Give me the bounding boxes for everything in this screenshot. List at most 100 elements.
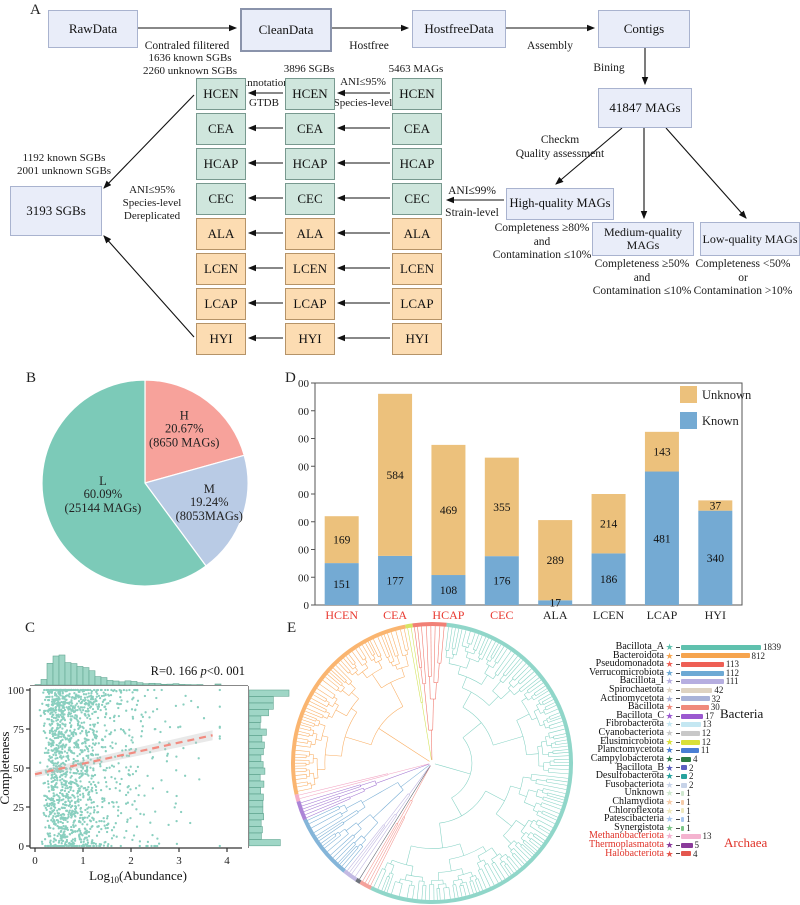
cohort-box-cea-col3: CEA: [392, 113, 442, 145]
phylum-count-bar: [681, 748, 699, 754]
flow-box-3193-sgbs: 3193 SGBs: [10, 186, 102, 236]
bar-category-lcap: LCAP: [647, 608, 678, 620]
abundance-completeness-scatter: 0 25 50 75 100 0 1 2 3 4 R=0. 166 p<0. 001 Log10(Ab…: [0, 654, 290, 885]
phylum-star-icon: ★: [665, 753, 674, 764]
phylum-star-icon: ★: [665, 840, 674, 851]
cohort-box-hyi-col3: HYI: [392, 323, 442, 355]
y-axis-label: Completeness: [0, 732, 12, 805]
strain-level-label: Strain-level: [445, 207, 499, 219]
phylum-count-bar: [681, 662, 724, 668]
svg-text:0: 0: [19, 841, 25, 853]
phylum-star-icon: ★: [665, 676, 674, 687]
phylum-count-bar: [681, 782, 687, 788]
phylum-star-icon: ★: [665, 693, 674, 704]
phylum-row-cyanobacteriota: Cyanobacteriota ★ 12: [598, 727, 711, 739]
phylum-row-bacillota_c: Bacillota_C ★ 17: [616, 709, 714, 721]
bar-category-hcap: HCAP: [432, 608, 464, 620]
phylum-star-icon: ★: [665, 805, 674, 816]
cohort-box-cec-col2: CEC: [285, 183, 335, 215]
svg-text:37: 37: [710, 501, 722, 513]
phylum-count-bar: [681, 808, 685, 814]
criteria-medium: Completeness ≥50% and Contamination ≤10%: [592, 258, 692, 298]
flow-box-medium-quality: Medium-quality MAGs: [592, 222, 694, 256]
cohort-box-cea-col1: CEA: [196, 113, 246, 145]
phylum-star-icon: ★: [665, 702, 674, 713]
phylum-star-icon: ★: [665, 822, 674, 833]
phylum-row-desulfobacterota: Desulfobacterota ★ 2: [595, 770, 694, 782]
phylum-star-icon: ★: [665, 685, 674, 696]
phylum-count-bar: [681, 687, 713, 693]
svg-text:600: 600: [298, 434, 310, 446]
phylum-star-icon: ★: [665, 650, 674, 661]
arrow-label-assembly: Assembly: [527, 40, 573, 52]
arrow-label-filter: Contraled filitered: [144, 40, 230, 52]
pie-label-H: H 20.67% (8650 MAGs): [149, 408, 219, 449]
pie-label-M: M 19.24% (8053MAGs): [176, 482, 243, 523]
quality-pie-chart: H 20.67% (8650 MAGs) M 19.24% (8053MAGs) L 60.0…: [41, 379, 249, 587]
phylum-count-bar: [681, 825, 685, 831]
panel-c-label: C: [25, 620, 36, 636]
svg-text:25: 25: [13, 802, 25, 814]
flow-box-cleandata: CleanData: [240, 8, 332, 52]
bar-category-lcen: LCEN: [593, 608, 625, 620]
cohort-stacked-bar-chart: 0 100 200 300 400 500 600 700 800 151 169 HCEN 177 58…: [298, 378, 752, 620]
phylum-row-fibrobacterota: Fibrobacterota ★ 13: [605, 718, 712, 730]
phylum-star-icon: ★: [665, 719, 674, 730]
flowchart-arrows: [103, 24, 747, 342]
col2-header: 3896 SGBs: [283, 63, 335, 75]
phylum-row-planctomycetota: Planctomycetota ★ 11: [597, 744, 710, 756]
phylum-star-icon: ★: [665, 796, 674, 807]
cohort-box-lcen-col2: LCEN: [285, 253, 335, 285]
phylum-count-bar: [681, 756, 691, 762]
phylum-count-bar: [681, 851, 691, 857]
svg-text:50: 50: [13, 763, 25, 775]
phylum-row-chloroflexota: Chloroflexota ★ 1: [608, 804, 691, 816]
phylum-row-fusobacteriota: Fusobacteriota ★ 2: [605, 778, 694, 790]
cohort-box-lcen-col3: LCEN: [392, 253, 442, 285]
svg-text:0: 0: [32, 855, 38, 867]
svg-text:75: 75: [13, 724, 25, 736]
svg-text:800: 800: [298, 378, 310, 390]
cohort-box-hcen-col2: HCEN: [285, 78, 335, 110]
phylum-row-thermoplasmatota: Thermoplasmatota ★ 5: [589, 839, 699, 851]
svg-text:2: 2: [128, 855, 134, 867]
svg-text:Known: Known: [702, 414, 740, 428]
bacteria-group-label: Bacteria: [720, 706, 764, 721]
cohort-box-hyi-col2: HYI: [285, 323, 335, 355]
svg-text:469: 469: [440, 505, 458, 517]
phylum-count-bar: [681, 713, 703, 719]
criteria-high: Completeness ≥80% and Contamination ≤10%: [492, 222, 592, 262]
pie-label-L: L 60.09% (25144 MAGs): [65, 474, 142, 515]
x-axis-label: Log10(Abundance): [89, 868, 187, 885]
svg-text:214: 214: [600, 519, 618, 531]
svg-text:151: 151: [333, 579, 351, 591]
cohort-box-hyi-col1: HYI: [196, 323, 246, 355]
phylum-star-icon: ★: [665, 667, 674, 678]
cohort-box-hcap-col1: HCAP: [196, 148, 246, 180]
bar-category-cec: CEC: [490, 608, 513, 620]
sgb-header: 1192 known SGBs 2001 unknown SGBs: [16, 152, 112, 177]
phylum-row-patescibacteria: Patescibacteria ★ 1: [604, 813, 691, 825]
cohort-box-hcap-col2: HCAP: [285, 148, 335, 180]
phylum-row-spirochaetota: Spirochaetota ★ 42: [609, 684, 724, 696]
svg-text:340: 340: [707, 553, 725, 565]
phylum-star-icon: ★: [665, 762, 674, 773]
ani95-label: ANI≤95%: [340, 76, 386, 88]
phylum-row-halobacteriota: Halobacteriota ★ 4: [605, 847, 698, 859]
phylum-star-icon: ★: [665, 771, 674, 782]
phylum-star-icon: ★: [665, 728, 674, 739]
flow-box-41847-mags: 41847 MAGs: [598, 88, 692, 128]
cohort-box-lcap-col2: LCAP: [285, 288, 335, 320]
panel-d-label: D: [285, 370, 296, 386]
phylum-row-pseudomonadota: Pseudomonadota ★ 113: [595, 658, 740, 670]
svg-text:143: 143: [653, 447, 671, 459]
phylum-count-bar: [681, 653, 750, 659]
cohort-box-lcap-col1: LCAP: [196, 288, 246, 320]
cohort-box-lcap-col3: LCAP: [392, 288, 442, 320]
cohort-box-hcen-col3: HCEN: [392, 78, 442, 110]
phylogenetic-tree: [291, 622, 573, 904]
phylum-star-icon: ★: [665, 848, 674, 859]
svg-text:108: 108: [440, 585, 458, 597]
phylum-star-icon: ★: [665, 710, 674, 721]
phylum-star-icon: ★: [665, 814, 674, 825]
